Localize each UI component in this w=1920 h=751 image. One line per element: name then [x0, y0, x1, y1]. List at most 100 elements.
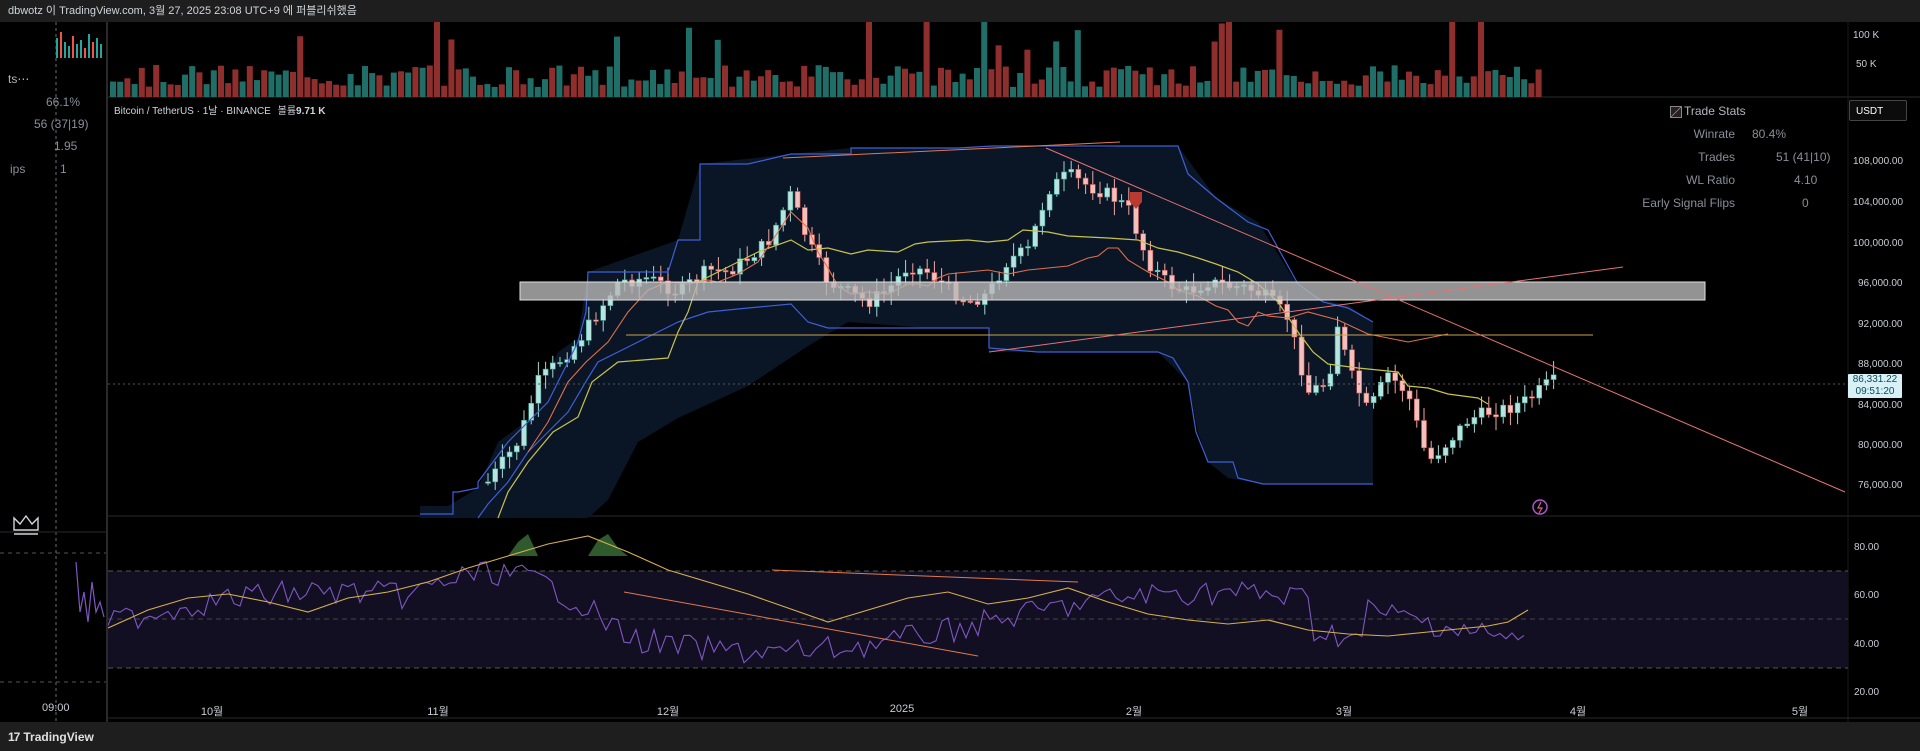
volume-bar: [606, 66, 613, 97]
volume-bar: [1204, 80, 1211, 97]
volume-bar: [1319, 81, 1326, 97]
volume-bar: [844, 79, 851, 97]
candle-body: [737, 258, 743, 275]
candle-body: [816, 244, 823, 258]
candle-body: [1385, 372, 1391, 383]
volume-bar: [1046, 67, 1052, 97]
descending-trend-line[interactable]: [1045, 147, 1846, 493]
chart-area[interactable]: Bitcoin / TetherUS · 1날 · BINANCE 볼륨9.71…: [108, 22, 1920, 722]
left-time-label: 09:00: [42, 702, 70, 714]
volume-bar: [434, 22, 440, 98]
candle-body: [1104, 187, 1111, 198]
volume-bar: [1391, 65, 1398, 97]
volume-bar: [1427, 84, 1434, 97]
candle-body: [794, 191, 801, 208]
volume-bar: [1283, 75, 1290, 97]
rsi-lower-trend-line[interactable]: [623, 591, 979, 657]
ascending-trend-line[interactable]: [988, 266, 1624, 353]
candle-body: [1039, 209, 1046, 227]
volume-bar: [1478, 22, 1484, 98]
volume-bar: [390, 72, 397, 97]
volume-bar: [1499, 74, 1506, 97]
volume-bar: [902, 68, 908, 97]
volume-bar: [563, 85, 570, 97]
volume-bar: [290, 71, 296, 97]
volume-bar: [426, 65, 433, 97]
volume-label: 볼륨: [277, 106, 297, 117]
rsi-upper-trend-line[interactable]: [771, 569, 1079, 583]
volume-bar: [448, 39, 455, 97]
chart-canvas[interactable]: [108, 22, 1920, 722]
candle-body: [1017, 247, 1024, 257]
upper-band-line: [420, 145, 1374, 515]
volume-bar: [484, 84, 491, 97]
volume-bar: [592, 70, 599, 97]
volume-bar: [347, 74, 354, 97]
volume-bar: [520, 84, 527, 97]
volume-bar: [1290, 75, 1297, 97]
symbol-legend[interactable]: Bitcoin / TetherUS · 1날 · BINANCE 볼륨9.71…: [114, 102, 326, 117]
candle-body: [1118, 200, 1125, 203]
volume-bar: [765, 70, 772, 97]
rsi-tick: 40.00: [1854, 639, 1880, 650]
crown-icon[interactable]: [13, 514, 39, 535]
lightning-icon[interactable]: [1532, 499, 1548, 515]
volume-bar: [909, 73, 916, 97]
tradingview-logo[interactable]: 17 TradingView: [8, 730, 94, 744]
resistance-zone-box[interactable]: [519, 281, 1706, 301]
volume-bar: [599, 84, 606, 97]
candle-body: [1313, 385, 1319, 393]
volume-bar: [282, 70, 289, 97]
volume-bar: [830, 72, 836, 97]
volume-bar: [880, 83, 887, 97]
rsi-overbought-fill-2: [588, 534, 628, 556]
left-panel-trades: 56 (37|19): [34, 117, 89, 131]
currency-button[interactable]: USDT: [1849, 100, 1907, 121]
left-panel-ratio: 1.95: [54, 139, 78, 153]
wl-ratio-value: 4.10: [1794, 173, 1818, 187]
candle-body: [1378, 381, 1384, 397]
candle-body: [1486, 407, 1492, 415]
top-trend-line[interactable]: [782, 141, 1121, 159]
candle-body: [1133, 205, 1139, 234]
volume-bar: [268, 71, 275, 97]
candle-body: [1349, 349, 1355, 371]
rsi-overbought-fill-1: [508, 534, 538, 556]
volume-bar: [938, 67, 944, 97]
mini-rsi-line: [75, 561, 105, 623]
volume-bar: [801, 65, 808, 97]
volume-bar: [1326, 80, 1333, 97]
candle-body: [960, 300, 967, 303]
volume-bar: [1420, 82, 1427, 97]
volume-bar: [570, 74, 577, 97]
volume-bar: [441, 85, 448, 97]
volume-bar: [1434, 70, 1441, 97]
flips-value: 0: [1802, 196, 1809, 210]
volume-bar: [1514, 66, 1520, 97]
volume-bar: [1298, 81, 1304, 97]
volume-bar: [1211, 41, 1218, 97]
current-price-tag: 86,331.22 09:51:20: [1848, 374, 1902, 398]
volume-bar: [974, 67, 980, 97]
candle-body: [1464, 423, 1470, 427]
volume-bar: [470, 76, 476, 97]
candle-body: [1334, 326, 1341, 375]
volume-bar: [794, 86, 800, 97]
candle-body: [1147, 249, 1154, 272]
volume-bar: [1031, 83, 1038, 97]
price-tick: 80,000.00: [1858, 440, 1903, 451]
volume-bar: [261, 70, 268, 97]
time-tick: 12월: [656, 706, 680, 718]
volume-bar: [1355, 85, 1362, 97]
volume-bar: [203, 84, 210, 97]
volume-bar: [534, 86, 541, 97]
candle-body: [751, 257, 758, 262]
volume-bar: [1175, 83, 1182, 97]
volume-bar: [455, 69, 462, 97]
flips-label: Early Signal Flips: [1642, 196, 1735, 210]
volume-bar: [1456, 76, 1463, 97]
volume-bar: [506, 67, 512, 97]
volume-bar: [196, 72, 203, 97]
left-panel-flips: 1: [60, 162, 67, 176]
volume-bar: [189, 66, 196, 97]
